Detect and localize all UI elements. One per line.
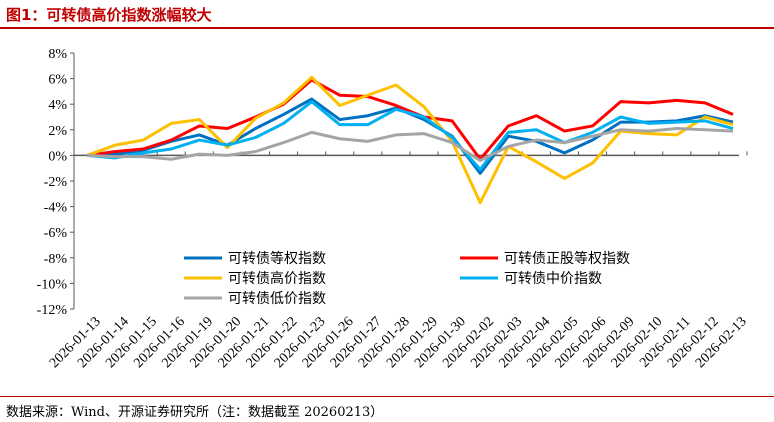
series-3 [86,100,734,171]
y-tick-label: 8% [48,47,67,62]
y-tick-label: -6% [44,226,68,241]
y-tick-label: -4% [44,201,68,216]
series-line [86,75,734,205]
y-tick-label: 0% [48,149,67,164]
legend-label: 可转债高价指数 [228,270,326,287]
source-note: 数据来源：Wind、开源证券研究所（注：数据截至 20260213） [6,405,384,420]
title-divider [0,27,774,29]
legend-label: 可转债低价指数 [228,291,326,307]
y-tick-label: -2% [44,175,68,190]
chart-title: 图1：可转债高价指数涨幅较大 [6,6,212,24]
line-chart: 8%6%4%2%0%-2%-4%-6%-8%-10%-12%2026-01-13… [37,47,750,371]
series-line [86,100,734,171]
series-line [86,78,734,161]
y-tick-label: -8% [44,252,68,267]
series-4 [86,127,734,163]
legend-label: 可转债等权指数 [228,250,326,267]
series-line [86,127,734,163]
y-tick-label: 4% [48,98,67,113]
legend-label: 可转债中价指数 [504,271,602,287]
y-tick-label: -10% [37,277,68,292]
series-2 [86,75,734,205]
y-tick-label: 2% [48,124,67,139]
y-tick-label: 6% [48,73,67,88]
y-tick-label: -12% [37,303,68,318]
footer-divider [0,396,774,397]
legend-label: 可转债正股等权指数 [504,250,630,267]
